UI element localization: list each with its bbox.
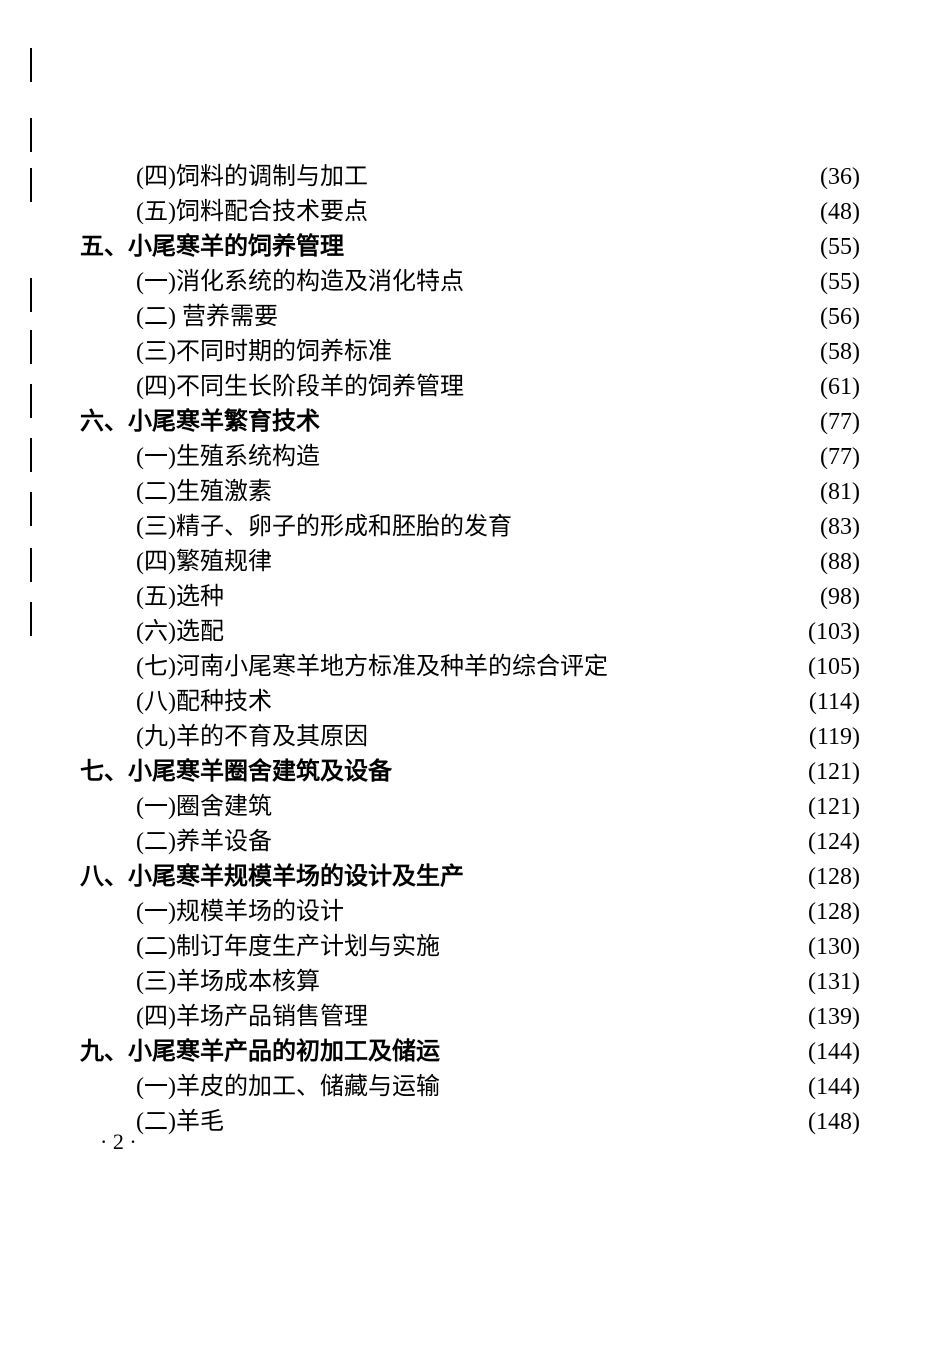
table-of-contents: (四)饲料的调制与加工(36)(五)饲料配合技术要点(48)五、小尾寒羊的饲养管… xyxy=(80,160,860,1140)
toc-entry-page: (105) xyxy=(808,650,860,685)
toc-entry-title: (五)饲料配合技术要点 xyxy=(136,195,368,230)
toc-entry-title: (一)规模羊场的设计 xyxy=(136,895,344,930)
toc-entry-page: (36) xyxy=(820,160,860,195)
toc-entry-page: (81) xyxy=(820,475,860,510)
toc-entry-page: (83) xyxy=(820,510,860,545)
toc-entry-title: (二)制订年度生产计划与实施 xyxy=(136,930,440,965)
toc-sub-line: (四)不同生长阶段羊的饲养管理 (61) xyxy=(80,370,860,405)
toc-entry-title: 六、小尾寒羊繁育技术 xyxy=(80,405,320,440)
toc-entry-title: (二) 营养需要 xyxy=(136,300,278,335)
toc-chapter-line: 五、小尾寒羊的饲养管理 (55) xyxy=(80,230,860,265)
scan-tick xyxy=(30,438,32,472)
toc-entry-page: (148) xyxy=(808,1105,860,1140)
scan-tick xyxy=(30,602,32,636)
toc-entry-page: (128) xyxy=(808,860,860,895)
toc-entry-page: (121) xyxy=(808,790,860,825)
toc-entry-title: (六)选配 xyxy=(136,615,224,650)
toc-entry-title: (八)配种技术 xyxy=(136,685,272,720)
toc-entry-title: (三)精子、卵子的形成和胚胎的发育 xyxy=(136,510,512,545)
scan-tick xyxy=(30,118,32,152)
scan-tick xyxy=(30,48,32,82)
toc-entry-page: (131) xyxy=(808,965,860,1000)
toc-entry-title: (一)生殖系统构造 xyxy=(136,440,320,475)
toc-sub-line: (二)羊毛 (148) xyxy=(80,1105,860,1140)
toc-entry-title: (一)羊皮的加工、储藏与运输 xyxy=(136,1070,440,1105)
toc-entry-title: 五、小尾寒羊的饲养管理 xyxy=(80,230,344,265)
toc-sub-line: (八)配种技术 (114) xyxy=(80,685,860,720)
toc-entry-title: (二)羊毛 xyxy=(136,1105,224,1140)
toc-entry-page: (61) xyxy=(820,370,860,405)
toc-sub-line: (一)羊皮的加工、储藏与运输 (144) xyxy=(80,1070,860,1105)
toc-entry-title: (三)不同时期的饲养标准 xyxy=(136,335,392,370)
toc-entry-title: (一)消化系统的构造及消化特点 xyxy=(136,265,464,300)
toc-chapter-line: 六、小尾寒羊繁育技术 (77) xyxy=(80,405,860,440)
toc-entry-page: (124) xyxy=(808,825,860,860)
toc-entry-page: (139) xyxy=(808,1000,860,1035)
scan-tick xyxy=(30,548,32,582)
toc-entry-title: (一)圈舍建筑 xyxy=(136,790,272,825)
toc-entry-page: (56) xyxy=(820,300,860,335)
toc-entry-title: 八、小尾寒羊规模羊场的设计及生产 xyxy=(80,860,464,895)
scan-tick xyxy=(30,168,32,202)
toc-entry-page: (119) xyxy=(809,720,860,755)
toc-chapter-line: 八、小尾寒羊规模羊场的设计及生产 (128) xyxy=(80,860,860,895)
toc-sub-line: (三)不同时期的饲养标准 (58) xyxy=(80,335,860,370)
toc-sub-line: (二)生殖激素 (81) xyxy=(80,475,860,510)
toc-sub-line: (五)选种 (98) xyxy=(80,580,860,615)
toc-entry-page: (55) xyxy=(820,230,860,265)
toc-entry-page: (103) xyxy=(808,615,860,650)
toc-sub-line: (一)消化系统的构造及消化特点 (55) xyxy=(80,265,860,300)
toc-entry-title: (四)羊场产品销售管理 xyxy=(136,1000,368,1035)
toc-entry-page: (98) xyxy=(820,580,860,615)
toc-entry-title: (三)羊场成本核算 xyxy=(136,965,320,1000)
toc-sub-line: (一)规模羊场的设计 (128) xyxy=(80,895,860,930)
toc-chapter-line: 七、小尾寒羊圈舍建筑及设备 (121) xyxy=(80,755,860,790)
toc-entry-page: (128) xyxy=(808,895,860,930)
toc-sub-line: (三)精子、卵子的形成和胚胎的发育 (83) xyxy=(80,510,860,545)
toc-sub-line: (四)饲料的调制与加工 (36) xyxy=(80,160,860,195)
page-number: · 2 · xyxy=(100,1129,137,1155)
toc-sub-line: (七)河南小尾寒羊地方标准及种羊的综合评定 (105) xyxy=(80,650,860,685)
toc-entry-page: (77) xyxy=(820,440,860,475)
toc-sub-line: (四)繁殖规律 (88) xyxy=(80,545,860,580)
document-page: (四)饲料的调制与加工(36)(五)饲料配合技术要点(48)五、小尾寒羊的饲养管… xyxy=(0,0,950,1345)
toc-chapter-line: 九、小尾寒羊产品的初加工及储运 (144) xyxy=(80,1035,860,1070)
toc-sub-line: (四)羊场产品销售管理 (139) xyxy=(80,1000,860,1035)
scan-tick xyxy=(30,492,32,526)
toc-sub-line: (二) 营养需要 (56) xyxy=(80,300,860,335)
toc-sub-line: (二)养羊设备 (124) xyxy=(80,825,860,860)
toc-sub-line: (三)羊场成本核算 (131) xyxy=(80,965,860,1000)
toc-entry-page: (114) xyxy=(809,685,860,720)
scan-tick xyxy=(30,330,32,364)
toc-sub-line: (一)圈舍建筑 (121) xyxy=(80,790,860,825)
scan-tick xyxy=(30,278,32,312)
toc-entry-page: (58) xyxy=(820,335,860,370)
toc-entry-title: (四)饲料的调制与加工 xyxy=(136,160,368,195)
toc-entry-title: (二)生殖激素 xyxy=(136,475,272,510)
toc-entry-page: (48) xyxy=(820,195,860,230)
toc-entry-title: (七)河南小尾寒羊地方标准及种羊的综合评定 xyxy=(136,650,608,685)
toc-entry-title: (五)选种 xyxy=(136,580,224,615)
toc-entry-page: (88) xyxy=(820,545,860,580)
toc-entry-page: (144) xyxy=(808,1035,860,1070)
toc-entry-page: (121) xyxy=(808,755,860,790)
toc-sub-line: (六)选配 (103) xyxy=(80,615,860,650)
toc-entry-title: (九)羊的不育及其原因 xyxy=(136,720,368,755)
scan-tick xyxy=(30,384,32,418)
toc-entry-title: 七、小尾寒羊圈舍建筑及设备 xyxy=(80,755,392,790)
toc-entry-page: (77) xyxy=(820,405,860,440)
toc-entry-page: (144) xyxy=(808,1070,860,1105)
toc-entry-page: (55) xyxy=(820,265,860,300)
toc-sub-line: (九)羊的不育及其原因 (119) xyxy=(80,720,860,755)
toc-sub-line: (二)制订年度生产计划与实施 (130) xyxy=(80,930,860,965)
toc-entry-title: (四)不同生长阶段羊的饲养管理 xyxy=(136,370,464,405)
toc-entry-title: (四)繁殖规律 xyxy=(136,545,272,580)
toc-sub-line: (五)饲料配合技术要点 (48) xyxy=(80,195,860,230)
toc-entry-title: (二)养羊设备 xyxy=(136,825,272,860)
toc-entry-page: (130) xyxy=(808,930,860,965)
toc-sub-line: (一)生殖系统构造 (77) xyxy=(80,440,860,475)
toc-entry-title: 九、小尾寒羊产品的初加工及储运 xyxy=(80,1035,440,1070)
